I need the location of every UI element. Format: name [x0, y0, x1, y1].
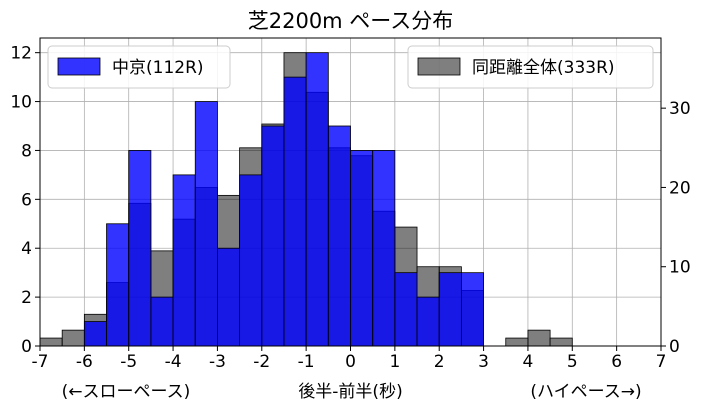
bar [372, 150, 396, 347]
legend-swatch [57, 57, 101, 76]
legend-chukyo: 中京(112R) [47, 45, 231, 89]
bar [83, 321, 107, 347]
bar [460, 272, 484, 347]
x-tick-label: -6 [76, 352, 93, 372]
x-axis-label-slow: (←スローペース) [62, 382, 191, 402]
legend-label: 中京(112R) [112, 58, 204, 78]
x-tick-label: 2 [434, 352, 445, 372]
bar [350, 150, 374, 347]
x-tick-label: -7 [32, 352, 49, 372]
y-left-tick-label: 6 [21, 190, 32, 210]
legend-overall: 同距離全体(333R) [407, 45, 654, 89]
x-tick-label: -4 [165, 352, 182, 372]
bar [39, 337, 63, 347]
bar [261, 125, 285, 347]
bar [505, 337, 529, 347]
x-tick-label: 7 [656, 352, 667, 372]
bar [416, 296, 440, 347]
y-right-tick-label: 0 [669, 337, 680, 357]
bar [172, 174, 196, 347]
chart-title: 芝2200m ペース分布 [248, 9, 454, 33]
x-tick-label: 5 [567, 352, 578, 372]
bar [194, 101, 218, 347]
bar [549, 337, 573, 347]
bar [61, 329, 85, 347]
legend-box [47, 45, 231, 89]
bar [106, 223, 130, 347]
x-tick-label: 1 [389, 352, 400, 372]
x-tick-label: -2 [253, 352, 270, 372]
x-tick-label: 0 [345, 352, 356, 372]
bar [394, 272, 418, 347]
y-left-tick-label: 0 [21, 337, 32, 357]
y-left-tick-label: 8 [21, 141, 32, 161]
bar [305, 52, 329, 347]
x-axis-label-high: (ハイペース→) [530, 382, 641, 402]
x-tick-label: 3 [478, 352, 489, 372]
y-left-tick-label: 2 [21, 288, 32, 308]
bar [327, 125, 351, 347]
bar [239, 174, 263, 347]
y-right-tick-label: 30 [669, 99, 691, 119]
bar [128, 150, 152, 347]
y-left-tick-label: 12 [10, 44, 32, 64]
y-left-tick-label: 4 [21, 239, 32, 259]
x-tick-label: -1 [298, 352, 315, 372]
x-tick-label: -3 [209, 352, 226, 372]
y-right-tick-label: 10 [669, 258, 691, 278]
x-tick-label: 6 [611, 352, 622, 372]
bar [217, 247, 241, 347]
bar [438, 272, 462, 347]
x-axis-label: 後半-前半(秒) [298, 382, 402, 402]
bar [150, 296, 174, 347]
legend-label: 同距離全体(333R) [472, 58, 615, 78]
bar [527, 329, 551, 347]
legend-swatch [417, 57, 461, 76]
y-left-tick-label: 10 [10, 93, 32, 113]
x-tick-label: 4 [523, 352, 534, 372]
bar [283, 76, 307, 347]
y-right-tick-label: 20 [669, 178, 691, 198]
legend-box [407, 45, 654, 89]
x-tick-label: -5 [120, 352, 137, 372]
